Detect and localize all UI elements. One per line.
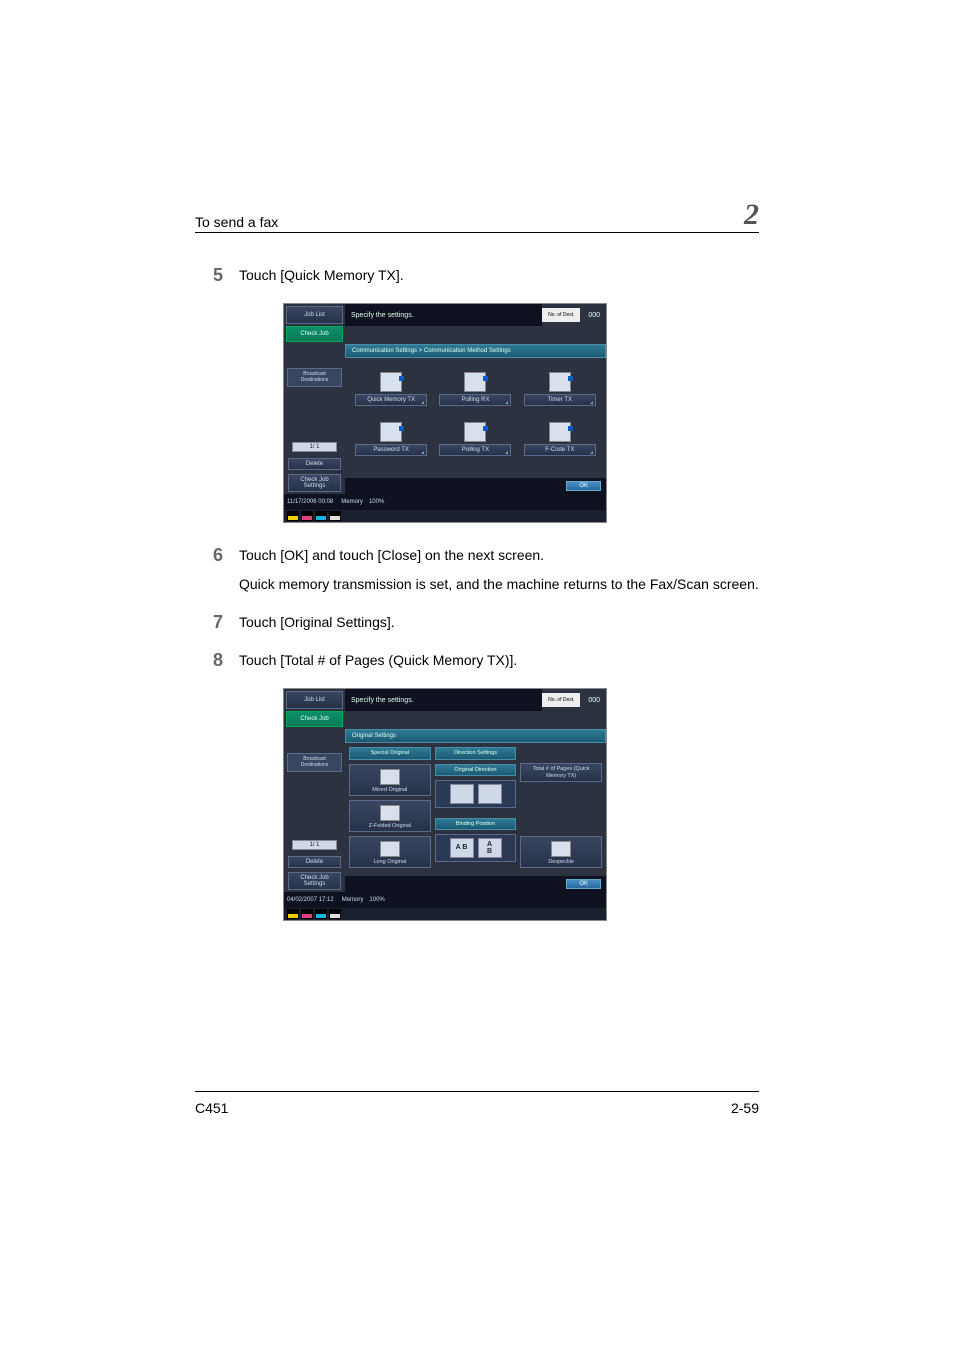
toner-y-icon: Y — [287, 909, 299, 919]
step-text: Touch [Total # of Pages (Quick Memory TX… — [239, 650, 759, 670]
mixed-original-icon — [380, 769, 400, 785]
polling-tx-icon — [464, 422, 486, 442]
check-job-button[interactable]: Check Job — [286, 711, 343, 727]
long-original-icon — [380, 841, 400, 857]
step-number: 7 — [195, 612, 239, 640]
step-text: Touch [Quick Memory TX]. — [239, 265, 759, 285]
toner-k-icon: K — [329, 511, 341, 521]
panel-title: Original Settings — [345, 729, 606, 743]
fcode-tx-icon — [549, 422, 571, 442]
datetime: 11/17/2006 00:08 — [287, 499, 333, 505]
memory-label: Memory — [342, 897, 364, 903]
binding-position-header: Binding Position — [435, 818, 517, 830]
despeckle-button[interactable]: Despeckle — [520, 836, 602, 868]
step-number: 5 — [195, 265, 239, 293]
z-folded-icon — [380, 805, 400, 821]
step-7: 7 Touch [Original Settings]. — [195, 612, 759, 640]
dest-count-chip: No. of Dest. — [542, 308, 580, 322]
toner-levels: Y M C K — [284, 908, 606, 920]
timer-tx-icon — [549, 372, 571, 392]
polling-tx-button[interactable]: Polling TX — [439, 422, 511, 456]
mixed-original-button[interactable]: Mixed Original — [349, 764, 431, 796]
broadcast-destinations-button[interactable]: Broadcast Destinations — [287, 753, 342, 772]
quick-memory-tx-button[interactable]: Quick Memory TX — [355, 372, 427, 406]
ok-button[interactable]: OK — [566, 481, 601, 491]
polling-rx-icon — [464, 372, 486, 392]
section-title: To send a fax — [195, 214, 278, 230]
check-job-settings-button[interactable]: Check Job Settings — [288, 872, 341, 890]
memory-label: Memory — [341, 499, 363, 505]
password-tx-button[interactable]: Password TX — [355, 422, 427, 456]
step-text: Quick memory transmission is set, and th… — [239, 574, 759, 594]
check-job-button[interactable]: Check Job — [286, 326, 343, 342]
timer-tx-button[interactable]: Timer TX — [524, 372, 596, 406]
step-6: 6 Touch [OK] and touch [Close] on the ne… — [195, 545, 759, 602]
toner-y-icon: Y — [287, 511, 299, 521]
pager: 1/ 1 — [292, 442, 337, 452]
prompt-text: Specify the settings. — [345, 689, 542, 711]
binding-position-options[interactable]: A B AB — [435, 834, 517, 862]
binding-option-icon[interactable]: A B — [450, 838, 474, 858]
password-tx-icon — [380, 422, 402, 442]
job-list-button[interactable]: Job List — [286, 691, 343, 709]
z-folded-original-button[interactable]: Z-Folded Original — [349, 800, 431, 832]
polling-rx-button[interactable]: Polling RX — [439, 372, 511, 406]
despeckle-icon — [551, 841, 571, 857]
long-original-button[interactable]: Long Original — [349, 836, 431, 868]
page-number: 2-59 — [731, 1100, 759, 1116]
toner-k-icon: K — [329, 909, 341, 919]
toner-m-icon: M — [301, 909, 313, 919]
total-pages-button[interactable]: Total # of Pages (Quick Memory TX) — [520, 763, 602, 781]
dest-count-chip: No. of Dest. — [542, 693, 580, 707]
delete-button[interactable]: Delete — [288, 856, 341, 868]
broadcast-destinations-button[interactable]: Broadcast Destinations — [287, 368, 342, 387]
step-text: Touch [Original Settings]. — [239, 612, 759, 632]
dest-count-value: 000 — [588, 697, 600, 704]
toner-m-icon: M — [301, 511, 313, 521]
original-direction-options[interactable] — [435, 780, 517, 808]
toner-c-icon: C — [315, 909, 327, 919]
step-8: 8 Touch [Total # of Pages (Quick Memory … — [195, 650, 759, 678]
ok-button[interactable]: OK — [566, 879, 601, 889]
original-direction-header: Original Direction — [435, 764, 517, 776]
special-original-header: Special Original — [349, 747, 431, 759]
delete-button[interactable]: Delete — [288, 458, 341, 470]
datetime: 04/02/2007 17:12 — [287, 897, 334, 903]
memory-value: 100% — [369, 499, 384, 505]
direction-option-icon[interactable] — [478, 784, 502, 804]
binding-option-icon[interactable]: AB — [478, 838, 502, 858]
step-number: 8 — [195, 650, 239, 678]
toner-levels: Y M C K — [284, 510, 606, 522]
fcode-tx-button[interactable]: F-Code TX — [524, 422, 596, 456]
toner-c-icon: C — [315, 511, 327, 521]
quick-memory-tx-icon — [380, 372, 402, 392]
prompt-text: Specify the settings. — [345, 304, 542, 326]
pager: 1/ 1 — [292, 840, 337, 850]
page-header: To send a fax 2 — [195, 200, 759, 233]
chapter-number: 2 — [744, 200, 759, 230]
memory-value: 100% — [369, 897, 384, 903]
dest-count-value: 000 — [588, 312, 600, 319]
step-5: 5 Touch [Quick Memory TX]. — [195, 265, 759, 293]
screenshot-original-settings: Job List Specify the settings. No. of De… — [283, 688, 759, 920]
model-label: C451 — [195, 1100, 228, 1116]
breadcrumb: Communication Settings > Communication M… — [345, 344, 606, 358]
screenshot-comm-settings: Job List Specify the settings. No. of De… — [283, 303, 759, 523]
direction-option-icon[interactable] — [450, 784, 474, 804]
check-job-settings-button[interactable]: Check Job Settings — [288, 474, 341, 492]
step-number: 6 — [195, 545, 239, 602]
job-list-button[interactable]: Job List — [286, 306, 343, 324]
page-footer: C451 2-59 — [195, 1091, 759, 1116]
step-text: Touch [OK] and touch [Close] on the next… — [239, 545, 759, 565]
direction-settings-header: Direction Settings — [435, 747, 517, 759]
